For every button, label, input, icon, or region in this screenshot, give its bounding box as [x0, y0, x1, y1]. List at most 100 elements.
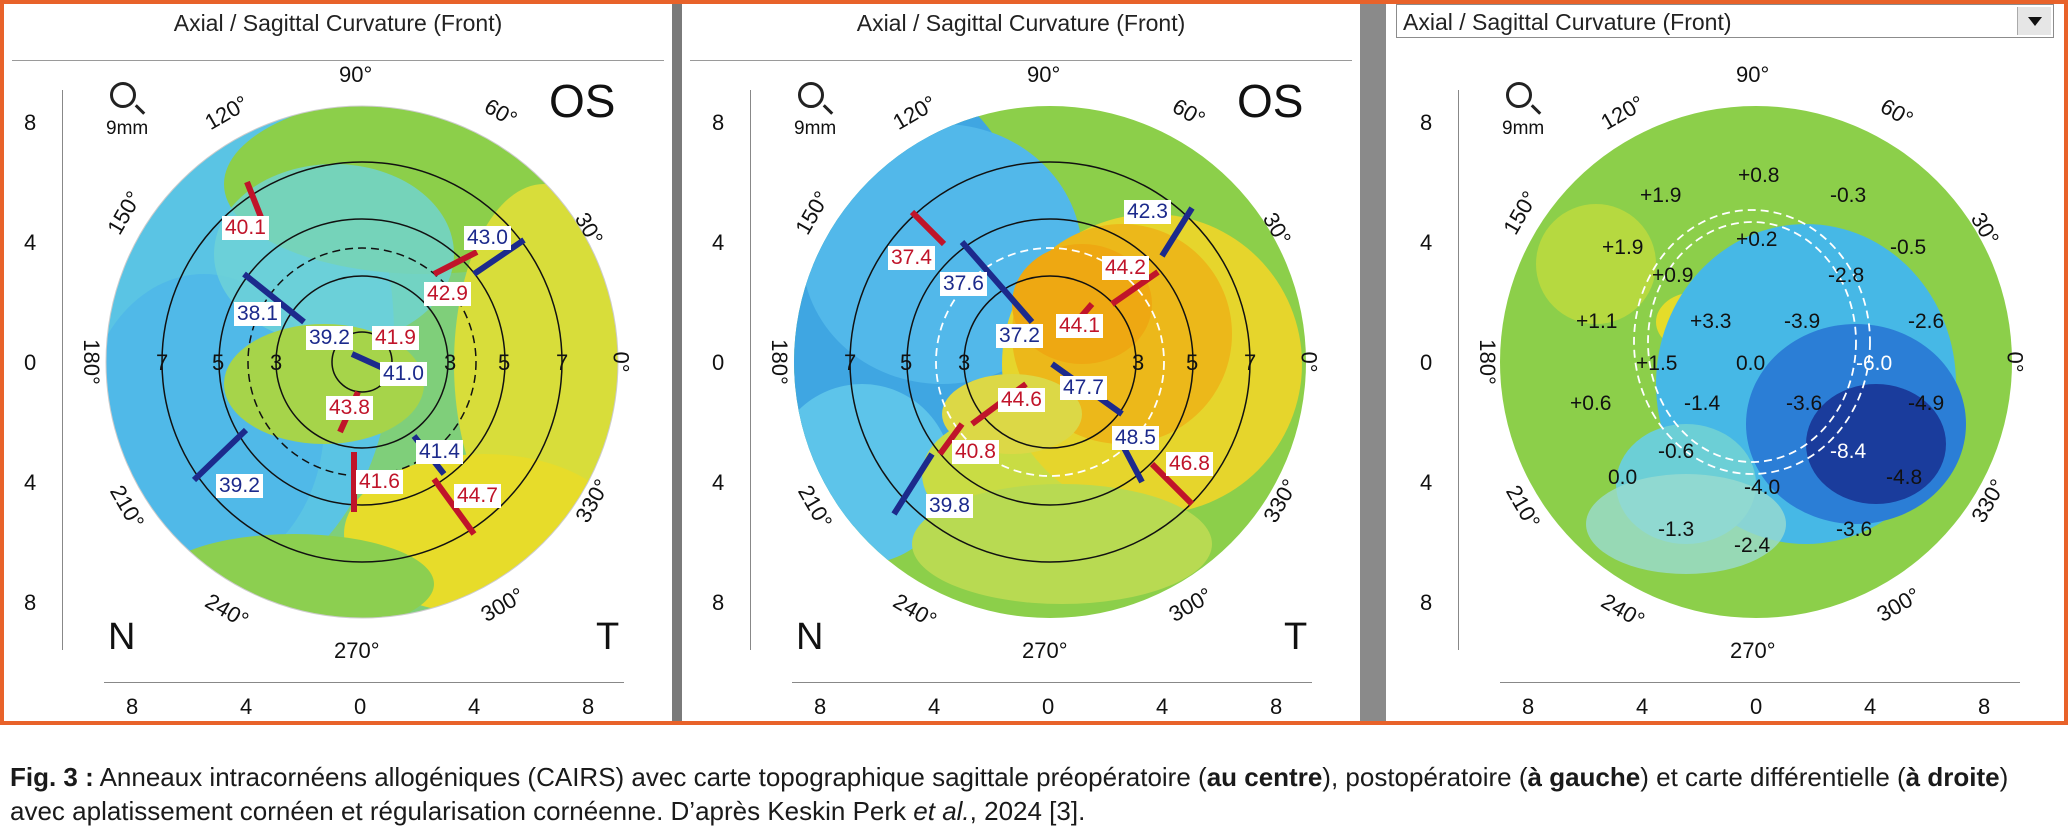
x-axis: [792, 682, 1312, 683]
x-tick-label: 8: [1270, 694, 1283, 719]
caption-text: , 2024 [3].: [969, 796, 1086, 826]
angle-label: 270°: [334, 638, 380, 663]
y-axis: [1458, 90, 1459, 650]
reading-label: 48.5: [1112, 426, 1159, 450]
diff-value: +1.5: [1636, 352, 1678, 375]
map-type-dropdown[interactable]: Axial / Sagittal Curvature (Front): [1396, 4, 2054, 38]
x-tick-label: 8: [814, 694, 827, 719]
x-tick-label: 4: [1636, 694, 1649, 719]
ring-label: 5: [1186, 350, 1199, 375]
reading-label: 44.6: [998, 388, 1045, 412]
reading-label: 39.2: [306, 326, 353, 350]
ring-label: 3: [444, 350, 457, 375]
diff-value: -1.4: [1684, 392, 1721, 415]
temporal-label: T: [1284, 616, 1308, 658]
x-tick-label: 4: [468, 694, 481, 719]
y-tick-label: 8: [712, 110, 725, 135]
caption-text: ), postopératoire (: [1322, 762, 1528, 792]
panel-divider: [672, 4, 682, 721]
diff-value: -3.6: [1836, 518, 1873, 541]
panel-center: Axial / Sagittal Curvature (Front): [682, 4, 1360, 721]
diff-value: +1.9: [1640, 184, 1682, 207]
ring-label: 5: [498, 350, 511, 375]
y-tick-label: 0: [24, 350, 37, 375]
difference-map-svg: [1500, 106, 2012, 618]
angle-label: 90°: [339, 62, 373, 87]
reading-label: 42.9: [424, 282, 471, 306]
reading-label: 40.1: [222, 216, 269, 240]
curvature-map-svg: [794, 106, 1306, 618]
diff-value: +0.6: [1570, 392, 1612, 415]
y-tick-label: 0: [712, 350, 725, 375]
nasal-label: N: [796, 616, 824, 658]
diff-value: +0.8: [1738, 164, 1780, 187]
reading-label: 44.7: [454, 484, 501, 508]
ring-label: 7: [1244, 350, 1257, 375]
caption-text: ) avec aplatissement cornéen et régulari…: [10, 762, 2009, 826]
angle-label: 180°: [766, 339, 792, 385]
y-tick-label: 4: [1420, 230, 1433, 255]
diff-value: -6.0: [1856, 352, 1893, 375]
nasal-label: N: [108, 616, 136, 658]
zoom-icon[interactable]: [110, 82, 136, 108]
y-tick-label: 8: [24, 110, 37, 135]
caption-text: ) et carte différentielle (: [1640, 762, 1906, 792]
reading-label: 37.4: [888, 246, 935, 270]
reading-label: 37.2: [996, 324, 1043, 348]
diff-value: -4.0: [1744, 476, 1781, 499]
temporal-label: T: [596, 616, 620, 658]
panel-title: Axial / Sagittal Curvature (Front): [856, 10, 1186, 36]
zoom-label: 9mm: [794, 118, 837, 139]
y-tick-label: 8: [1420, 110, 1433, 135]
diff-value: 0.0: [1608, 466, 1638, 489]
figure-caption: Fig. 3 : Anneaux intracornéens allogéniq…: [10, 760, 2062, 828]
title-divider: [690, 60, 1352, 61]
reading-label: 41.6: [356, 470, 403, 494]
zoom-icon[interactable]: [798, 82, 824, 108]
y-tick-label: 4: [712, 470, 725, 495]
y-axis: [750, 90, 751, 650]
reading-label: 44.2: [1102, 256, 1149, 280]
caption-bold: à droite: [1905, 762, 2000, 792]
reading-label: 43.0: [464, 226, 511, 250]
angle-label: 0°: [2002, 351, 2028, 373]
ring-label: 7: [844, 350, 857, 375]
caption-lead: Fig. 3 :: [10, 762, 94, 792]
reading-label: 47.7: [1060, 376, 1107, 400]
diff-value: +0.9: [1652, 264, 1694, 287]
diff-value: -3.6: [1786, 392, 1823, 415]
zoom-icon[interactable]: [1506, 82, 1532, 108]
panel-left: Axial / Sagittal Curvature (Front): [4, 4, 672, 721]
ring-label: 3: [270, 350, 283, 375]
caption-text: Anneaux intracornéens allogéniques (CAIR…: [93, 762, 1207, 792]
diff-value: +1.9: [1602, 236, 1644, 259]
panel-right: Axial / Sagittal Curvature (Front) 90° 6…: [1386, 4, 2064, 721]
zoom-label: 9mm: [106, 118, 149, 139]
y-tick-label: 8: [24, 590, 37, 615]
y-tick-label: 0: [1420, 350, 1433, 375]
y-tick-label: 4: [712, 230, 725, 255]
diff-value: -8.4: [1830, 440, 1867, 463]
chevron-down-icon[interactable]: [2017, 7, 2051, 35]
reading-label: 41.4: [416, 440, 463, 464]
diff-value: +0.2: [1736, 228, 1778, 251]
zoom-label: 9mm: [1502, 118, 1545, 139]
panel-divider: [1360, 4, 1386, 721]
x-axis: [1500, 682, 2020, 683]
caption-bold: à gauche: [1527, 762, 1641, 792]
angle-label: 90°: [1736, 62, 1770, 87]
angle-label: 0°: [1296, 351, 1322, 373]
x-tick-label: 0: [1750, 694, 1763, 719]
y-tick-label: 8: [1420, 590, 1433, 615]
reading-label: 39.2: [216, 474, 263, 498]
diff-value: -4.9: [1908, 392, 1945, 415]
ring-label: 7: [556, 350, 569, 375]
reading-label: 41.9: [372, 326, 419, 350]
angle-label: 180°: [1474, 339, 1500, 385]
x-tick-label: 0: [354, 694, 367, 719]
x-tick-label: 8: [1522, 694, 1535, 719]
caption-italic: et al.: [913, 796, 970, 826]
ring-label: 5: [212, 350, 225, 375]
diff-value: -2.6: [1908, 310, 1945, 333]
reading-label: 44.1: [1056, 314, 1103, 338]
